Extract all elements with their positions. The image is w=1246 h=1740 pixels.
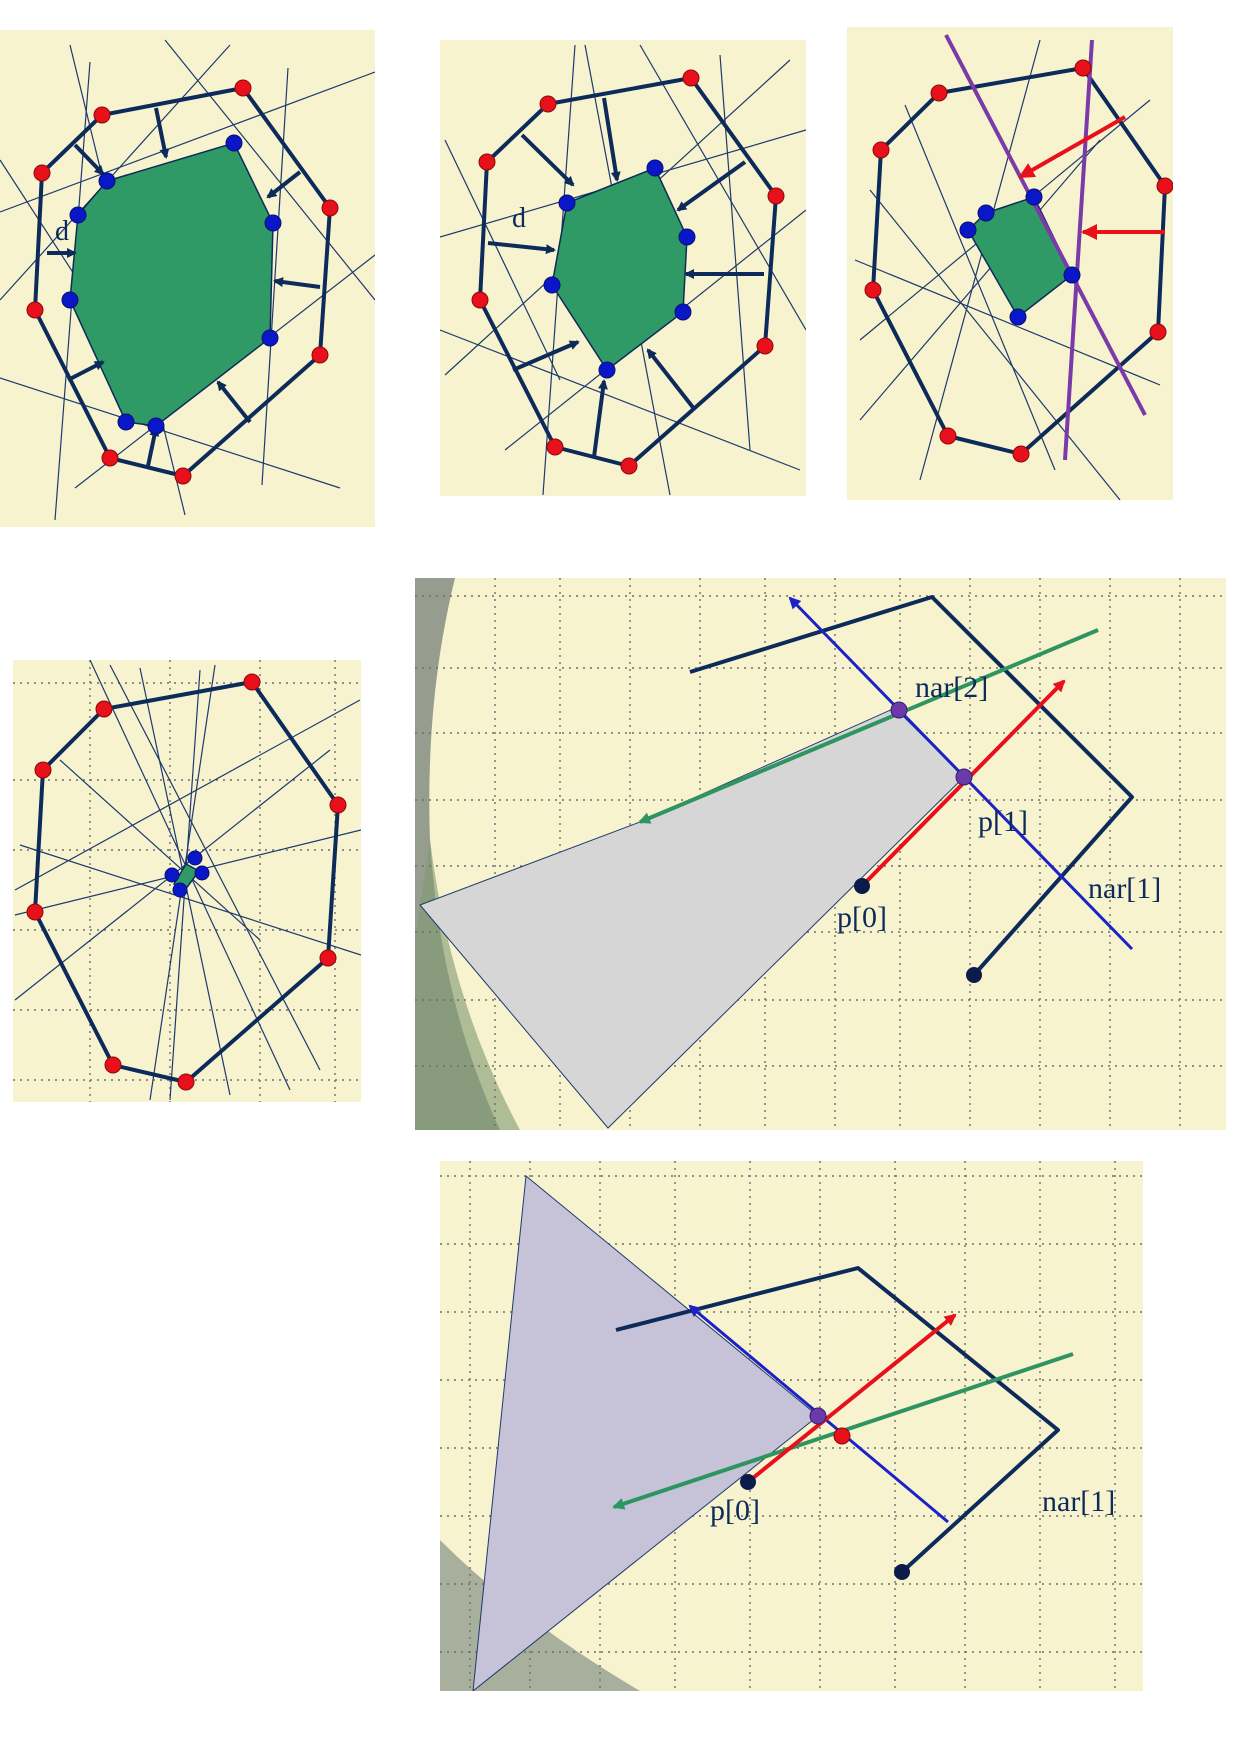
kernel-vertices: [61, 134, 282, 435]
panel-2-shrinking-polygon: d: [440, 40, 806, 496]
outer-vertices: [864, 59, 1173, 463]
label-d: d: [55, 216, 69, 247]
red-ray: [746, 1313, 957, 1484]
polygon-chain: [689, 595, 1134, 977]
chain-start-point: [894, 1564, 910, 1580]
feasible-region: [472, 1175, 819, 1691]
kernel-vertices: [164, 850, 210, 898]
clip-direction-arrows: [1018, 115, 1165, 240]
grid: [415, 578, 1226, 1130]
label-d: d: [512, 203, 526, 234]
label-p0: p[0]: [710, 1494, 760, 1527]
point-nar2: [890, 701, 908, 719]
label-nar2: nar[2]: [915, 671, 988, 704]
grid: [13, 660, 361, 1102]
label-p1: p[1]: [978, 805, 1028, 838]
clipping-lines: [944, 34, 1147, 461]
label-nar1: nar[1]: [1088, 872, 1161, 905]
panel-5-ray-intersection: nar[2] p[1] nar[1] p[0]: [415, 578, 1226, 1130]
outer-vertices: [26, 79, 339, 485]
inward-arrows: [47, 107, 321, 467]
chain-start-point: [966, 967, 982, 983]
intersection-point: [809, 1407, 827, 1425]
panel-3-clipping-lines: [847, 27, 1173, 500]
outer-vertices: [471, 69, 785, 475]
panel-4-degenerate-kernel: [13, 660, 361, 1102]
point-p0: [854, 878, 870, 894]
outer-vertices: [26, 673, 347, 1091]
label-nar1: nar[1]: [1042, 1485, 1115, 1518]
green-ray: [638, 628, 1099, 824]
label-p0: p[0]: [837, 901, 887, 934]
point-p0: [740, 1474, 756, 1490]
kernel-vertices: [543, 159, 696, 379]
kernel-vertices: [959, 188, 1081, 326]
panel-6-ray-intersection: p[0] nar[1]: [440, 1161, 1143, 1691]
polygon-chain: [615, 1266, 1060, 1574]
point-p1: [955, 768, 973, 786]
panel-1-shrinking-polygon: d: [0, 30, 375, 527]
candidate-point: [833, 1427, 851, 1445]
inward-arrows: [487, 97, 764, 458]
